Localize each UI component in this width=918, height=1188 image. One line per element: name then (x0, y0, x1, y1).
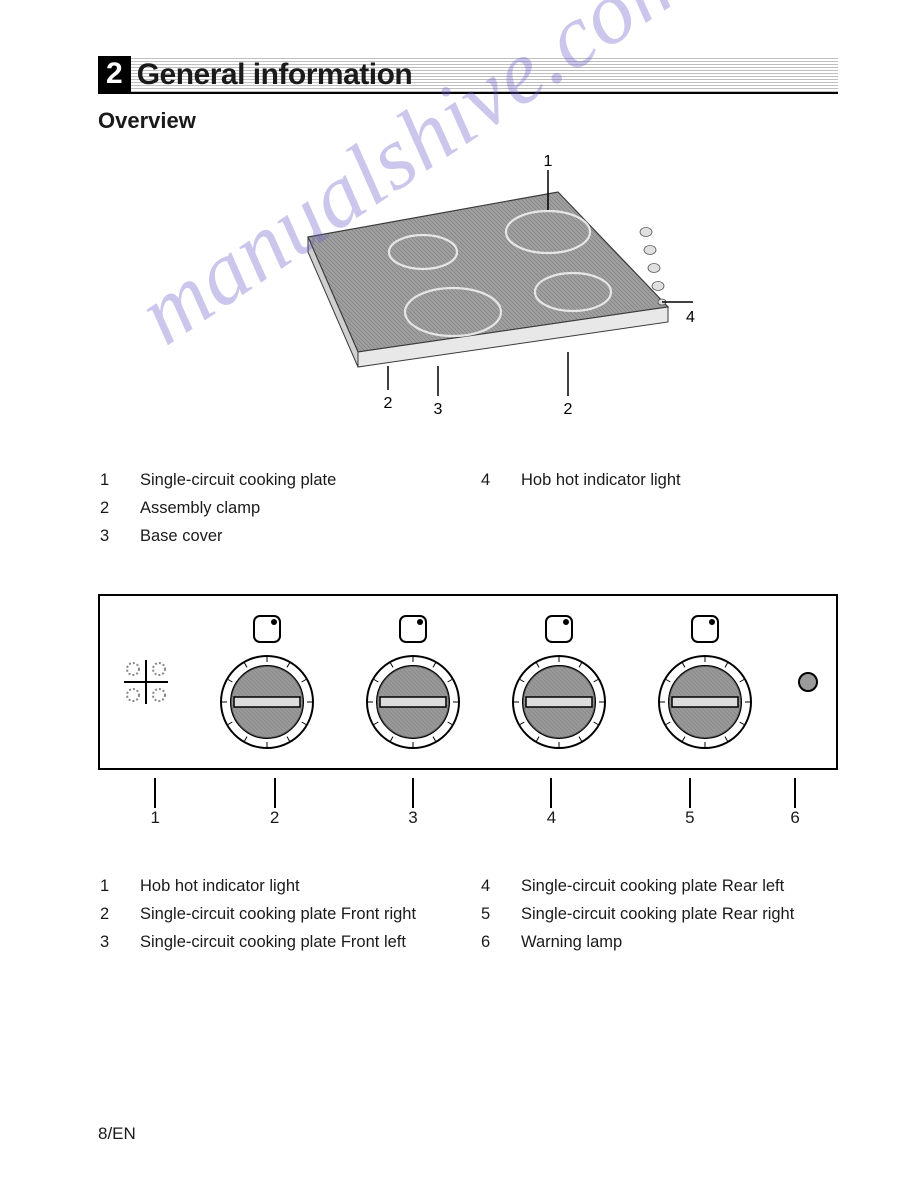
legend-row: 5 Single-circuit cooking plate Rear right (481, 900, 838, 928)
indicator-icon (116, 652, 176, 712)
legend-num: 3 (100, 522, 114, 550)
hob-callout-2a: 2 (384, 395, 393, 412)
legend-num: 6 (481, 928, 495, 956)
legend-panel: 1 Hob hot indicator light 2 Single-circuit … (98, 872, 838, 956)
legend-num: 4 (481, 872, 495, 900)
legend-num: 1 (100, 872, 114, 900)
legend-row: 4 Hob hot indicator light (481, 466, 838, 494)
legend-num: 1 (100, 466, 114, 494)
legend-row: 3 Single-circuit cooking plate Front left (100, 928, 457, 956)
knob-3 (504, 612, 614, 752)
hob-svg: 1 2 3 2 4 (238, 152, 698, 432)
legend-row: 4 Single-circuit cooking plate Rear left (481, 872, 838, 900)
legend-text: Hob hot indicator light (140, 872, 300, 900)
hob-callout-4: 4 (686, 309, 695, 326)
page-footer: 8/EN (98, 1124, 136, 1144)
section-title: General information (137, 58, 413, 91)
legend-text: Single-circuit cooking plate Front right (140, 900, 416, 928)
legend-overview: 1 Single-circuit cooking plate 2 Assembly c… (98, 466, 838, 550)
legend-text: Single-circuit cooking plate (140, 466, 336, 494)
legend-num: 3 (100, 928, 114, 956)
knob-2 (358, 612, 468, 752)
section-title-bar: General information (131, 56, 838, 92)
legend-num: 5 (481, 900, 495, 928)
knob-4 (650, 612, 760, 752)
hob-callout-3: 3 (434, 401, 443, 418)
legend-text: Single-circuit cooking plate Rear left (521, 872, 784, 900)
legend-text: Single-circuit cooking plate Front left (140, 928, 406, 956)
warning-lamp (796, 670, 820, 694)
legend-text: Warning lamp (521, 928, 622, 956)
control-panel-diagram (98, 594, 838, 770)
legend-row: 3 Base cover (100, 522, 457, 550)
legend-row: 1 Hob hot indicator light (100, 872, 457, 900)
legend-row: 1 Single-circuit cooking plate (100, 466, 457, 494)
section-header: 2 General information (98, 56, 838, 94)
control-panel-box (98, 594, 838, 770)
legend-row: 2 Single-circuit cooking plate Front righ… (100, 900, 457, 928)
hob-diagram: 1 2 3 2 4 (98, 152, 838, 432)
hob-hot-indicator-symbol (116, 652, 176, 712)
panel-callout-3: 3 (361, 778, 465, 828)
legend-num: 2 (100, 494, 114, 522)
legend-text: Single-circuit cooking plate Rear right (521, 900, 794, 928)
panel-callout-1: 1 (122, 778, 188, 828)
panel-callout-5: 5 (638, 778, 742, 828)
panel-callout-6: 6 (776, 778, 814, 828)
panel-callouts: 1 2 3 4 5 6 (98, 778, 838, 828)
hob-callout-2b: 2 (564, 401, 573, 418)
section-number: 2 (106, 57, 123, 91)
legend-row: 6 Warning lamp (481, 928, 838, 956)
legend-num: 2 (100, 900, 114, 928)
panel-callout-2: 2 (222, 778, 326, 828)
section-number-box: 2 (98, 56, 131, 92)
hob-callout-1: 1 (544, 153, 553, 170)
knob-1 (212, 612, 322, 752)
legend-row: 2 Assembly clamp (100, 494, 457, 522)
legend-num: 4 (481, 466, 495, 494)
legend-text: Assembly clamp (140, 494, 260, 522)
legend-text: Hob hot indicator light (521, 466, 681, 494)
legend-text: Base cover (140, 522, 223, 550)
panel-callout-4: 4 (499, 778, 603, 828)
overview-subtitle: Overview (98, 108, 838, 134)
